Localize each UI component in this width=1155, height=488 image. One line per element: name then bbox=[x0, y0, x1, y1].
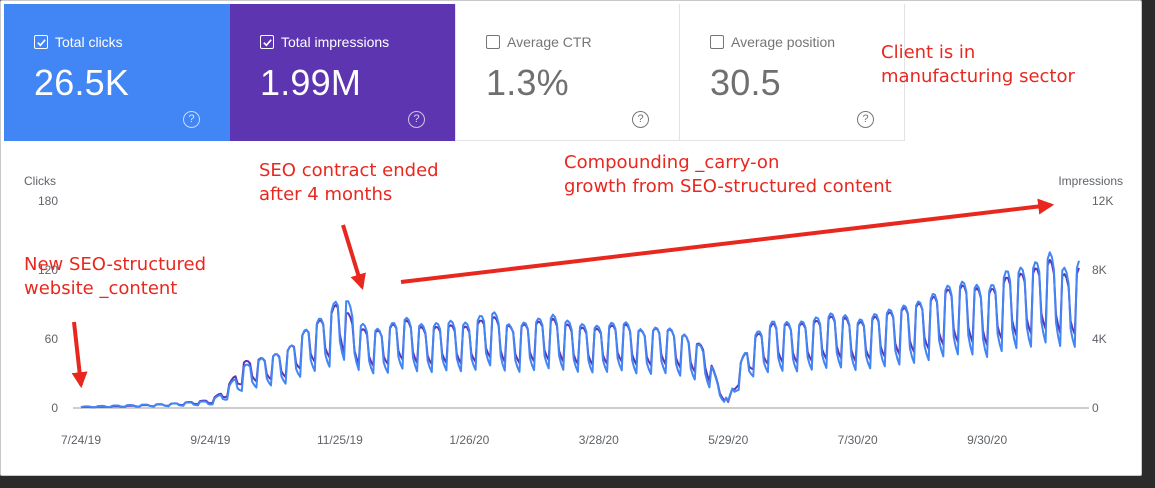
right-axis-tick-label: 0 bbox=[1092, 401, 1099, 415]
arrow-new-content bbox=[71, 321, 88, 389]
annotation-client-sector: Client is in manufacturing sector bbox=[881, 42, 1075, 87]
x-axis-tick-label: 7/30/20 bbox=[838, 433, 878, 447]
left-axis-tick-label: 60 bbox=[45, 332, 59, 346]
x-axis-tick-label: 3/28/20 bbox=[579, 433, 619, 447]
metric-card-average-ctr[interactable]: Average CTR 1.3% ? bbox=[455, 4, 680, 141]
checkbox-checked-icon[interactable] bbox=[34, 35, 48, 49]
right-axis-tick-label: 12K bbox=[1092, 194, 1113, 208]
left-axis-tick-label: 180 bbox=[38, 194, 58, 208]
right-axis-title: Impressions bbox=[1058, 174, 1123, 188]
help-icon[interactable]: ? bbox=[857, 111, 874, 128]
checkbox-unchecked-icon[interactable] bbox=[486, 35, 500, 49]
x-axis-tick-label: 9/30/20 bbox=[967, 433, 1007, 447]
performance-line-chart: 0 60 120 180 0 4K 8K 12K 7/24/19 9/24/19 11/25/19 1… bbox=[38, 194, 1113, 447]
right-axis-tick-label: 8K bbox=[1092, 263, 1107, 277]
x-axis-tick-label: 11/25/19 bbox=[317, 433, 363, 447]
metric-value: 30.5 bbox=[710, 62, 781, 103]
metric-label: Average position bbox=[731, 34, 836, 50]
checkbox-unchecked-icon[interactable] bbox=[710, 35, 724, 49]
metric-value: 1.3% bbox=[486, 62, 569, 103]
arrow-contract-ended bbox=[341, 224, 366, 291]
arrow-growth bbox=[400, 198, 1055, 284]
metric-value: 26.5K bbox=[34, 62, 130, 103]
metric-label: Average CTR bbox=[507, 34, 592, 50]
left-axis-title: Clicks bbox=[24, 174, 56, 188]
right-axis-tick-label: 4K bbox=[1092, 332, 1107, 346]
metric-card-total-impressions[interactable]: Total impressions 1.99M ? bbox=[230, 4, 455, 141]
series-line-total-clicks bbox=[80, 251, 1080, 409]
help-icon[interactable]: ? bbox=[408, 111, 425, 128]
x-axis-tick-label: 9/24/19 bbox=[190, 433, 230, 447]
metric-value: 1.99M bbox=[260, 62, 362, 103]
metric-label: Total clicks bbox=[55, 34, 123, 50]
help-icon[interactable]: ? bbox=[183, 111, 200, 128]
help-icon[interactable]: ? bbox=[632, 111, 649, 128]
annotation-new-content: New SEO-structured website _content bbox=[24, 254, 207, 299]
x-axis-tick-label: 1/26/20 bbox=[449, 433, 489, 447]
annotation-growth: Compounding _carry-on growth from SEO-st… bbox=[564, 152, 892, 197]
x-axis-tick-label: 7/24/19 bbox=[61, 433, 101, 447]
left-axis-tick-label: 120 bbox=[38, 263, 58, 277]
checkbox-checked-icon[interactable] bbox=[260, 35, 274, 49]
x-axis-tick-label: 5/29/20 bbox=[708, 433, 748, 447]
left-axis-tick-label: 0 bbox=[51, 401, 58, 415]
metric-label: Total impressions bbox=[281, 34, 390, 50]
search-performance-panel: Total clicks 26.5K ? Total impressions 1… bbox=[0, 0, 1142, 476]
annotation-contract-ended: SEO contract ended after 4 months bbox=[259, 160, 439, 205]
metric-card-total-clicks[interactable]: Total clicks 26.5K ? bbox=[4, 4, 230, 141]
metric-card-average-position[interactable]: Average position 30.5 ? bbox=[680, 4, 905, 141]
